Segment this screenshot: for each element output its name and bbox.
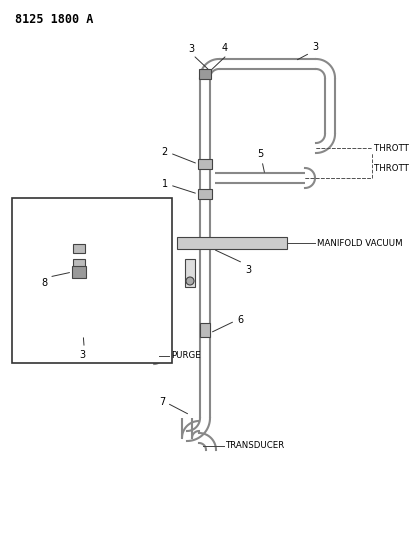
Bar xyxy=(177,237,286,249)
Bar xyxy=(198,189,211,199)
Text: 7: 7 xyxy=(158,397,164,407)
Text: 3: 3 xyxy=(245,265,250,275)
Text: 1: 1 xyxy=(162,179,168,189)
Circle shape xyxy=(186,277,193,285)
Text: 3: 3 xyxy=(187,44,193,54)
Text: 8: 8 xyxy=(41,278,47,288)
Text: 8125 1800 A: 8125 1800 A xyxy=(15,13,93,26)
Text: 4: 4 xyxy=(221,43,227,53)
Text: 6: 6 xyxy=(236,315,243,325)
Text: 3: 3 xyxy=(311,42,317,52)
Text: TRANSDUCER: TRANSDUCER xyxy=(225,441,285,450)
Text: THROTTLE BODY: THROTTLE BODY xyxy=(373,164,409,173)
Bar xyxy=(184,259,195,287)
Text: 5: 5 xyxy=(256,149,263,159)
Bar xyxy=(12,198,172,363)
Text: MANIFOLD VACUUM: MANIFOLD VACUUM xyxy=(316,238,402,247)
Text: THROTTLE BODY: THROTTLE BODY xyxy=(373,143,409,152)
Bar xyxy=(72,266,86,278)
Bar xyxy=(73,244,85,253)
Bar xyxy=(198,159,211,169)
Text: PURGE: PURGE xyxy=(171,351,200,360)
Bar xyxy=(73,259,85,268)
Text: 2: 2 xyxy=(162,147,168,157)
Bar xyxy=(200,323,209,337)
Bar xyxy=(198,69,211,79)
Text: 3: 3 xyxy=(79,350,85,360)
